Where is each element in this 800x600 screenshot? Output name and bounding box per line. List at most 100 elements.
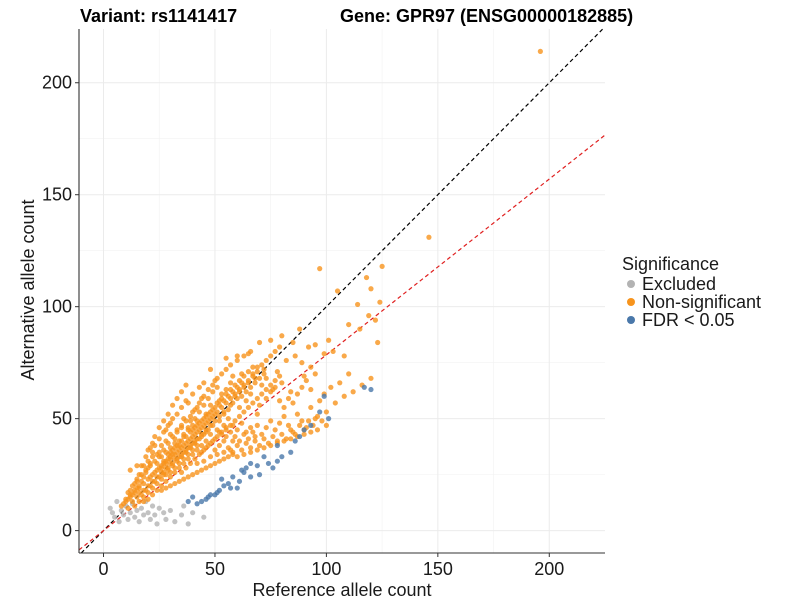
x-tick-label: 100 <box>311 559 341 579</box>
point-excluded <box>107 505 113 511</box>
point-non-significant <box>248 424 254 431</box>
point-non-significant <box>207 402 214 408</box>
point-excluded <box>125 516 131 523</box>
point-non-significant <box>314 413 321 420</box>
y-tick-label: 150 <box>42 185 72 205</box>
point-non-significant <box>152 433 158 440</box>
point-non-significant <box>268 389 274 395</box>
point-non-significant <box>167 469 173 475</box>
point-non-significant <box>350 389 356 395</box>
point-non-significant <box>141 494 147 500</box>
point-fdr-significant <box>205 494 211 500</box>
point-non-significant <box>232 382 238 388</box>
point-excluded <box>136 519 142 525</box>
point-non-significant <box>328 384 334 390</box>
point-non-significant <box>294 411 301 417</box>
point-non-significant <box>214 451 220 458</box>
point-non-significant <box>196 384 202 390</box>
point-non-significant <box>236 404 243 411</box>
point-non-significant <box>248 348 254 355</box>
point-non-significant <box>134 478 140 484</box>
point-non-significant <box>192 416 198 422</box>
point-non-significant <box>158 487 165 493</box>
point-non-significant <box>207 431 214 437</box>
point-non-significant <box>334 288 341 294</box>
point-non-significant <box>259 431 265 437</box>
point-non-significant <box>368 286 374 292</box>
point-non-significant <box>303 377 309 384</box>
point-non-significant <box>221 456 227 462</box>
point-non-significant <box>254 422 260 428</box>
point-non-significant <box>149 440 156 446</box>
point-non-significant <box>187 460 194 467</box>
point-non-significant <box>192 424 198 431</box>
point-fdr-significant <box>326 416 332 422</box>
point-non-significant <box>341 353 347 359</box>
point-non-significant <box>261 366 267 372</box>
point-non-significant <box>207 454 214 460</box>
point-excluded <box>134 507 140 514</box>
point-non-significant <box>129 483 136 489</box>
point-non-significant <box>243 389 249 395</box>
point-non-significant <box>241 409 247 415</box>
point-non-significant <box>181 476 187 482</box>
point-non-significant <box>261 445 267 451</box>
point-non-significant <box>167 460 173 467</box>
point-excluded <box>154 521 160 527</box>
point-non-significant <box>248 391 254 397</box>
point-fdr-significant <box>234 485 240 491</box>
point-non-significant <box>276 420 283 426</box>
legend-key-non-significant <box>627 298 635 306</box>
point-fdr-significant <box>261 454 267 460</box>
point-non-significant <box>323 409 329 415</box>
point-non-significant <box>254 364 260 370</box>
point-non-significant <box>196 451 202 458</box>
point-non-significant <box>196 400 202 406</box>
point-non-significant <box>279 431 285 437</box>
point-fdr-significant <box>308 422 314 428</box>
point-non-significant <box>214 427 220 433</box>
point-non-significant <box>281 438 287 444</box>
point-non-significant <box>219 391 225 397</box>
point-excluded <box>172 519 178 525</box>
point-non-significant <box>272 348 278 355</box>
point-non-significant <box>141 498 147 505</box>
x-tick-label: 50 <box>205 559 225 579</box>
point-non-significant <box>176 465 182 471</box>
point-excluded <box>127 510 133 516</box>
point-non-significant <box>268 418 274 424</box>
point-non-significant <box>270 433 276 440</box>
point-non-significant <box>263 424 269 431</box>
point-non-significant <box>227 429 234 435</box>
point-non-significant <box>156 424 162 431</box>
point-non-significant <box>165 456 171 462</box>
point-non-significant <box>279 380 285 386</box>
point-non-significant <box>210 438 216 444</box>
point-fdr-significant <box>301 427 307 433</box>
point-non-significant <box>245 436 251 442</box>
point-non-significant <box>170 402 176 408</box>
point-non-significant <box>230 373 236 379</box>
point-non-significant <box>294 391 301 397</box>
point-non-significant <box>132 487 138 493</box>
point-non-significant <box>136 489 142 496</box>
point-non-significant <box>281 404 287 411</box>
point-non-significant <box>268 442 274 449</box>
point-fdr-significant <box>236 478 243 484</box>
point-excluded <box>118 507 124 514</box>
point-non-significant <box>254 369 260 375</box>
point-non-significant <box>299 384 305 390</box>
point-fdr-significant <box>292 438 298 444</box>
point-non-significant <box>185 451 191 458</box>
point-non-significant <box>230 438 236 444</box>
point-non-significant <box>183 418 189 424</box>
point-non-significant <box>176 454 182 460</box>
point-non-significant <box>346 371 352 377</box>
point-non-significant <box>205 386 211 393</box>
point-non-significant <box>326 337 332 343</box>
point-non-significant <box>241 382 247 388</box>
point-non-significant <box>214 375 220 381</box>
point-fdr-significant <box>248 460 254 467</box>
point-non-significant <box>214 433 220 440</box>
point-non-significant <box>227 447 234 453</box>
